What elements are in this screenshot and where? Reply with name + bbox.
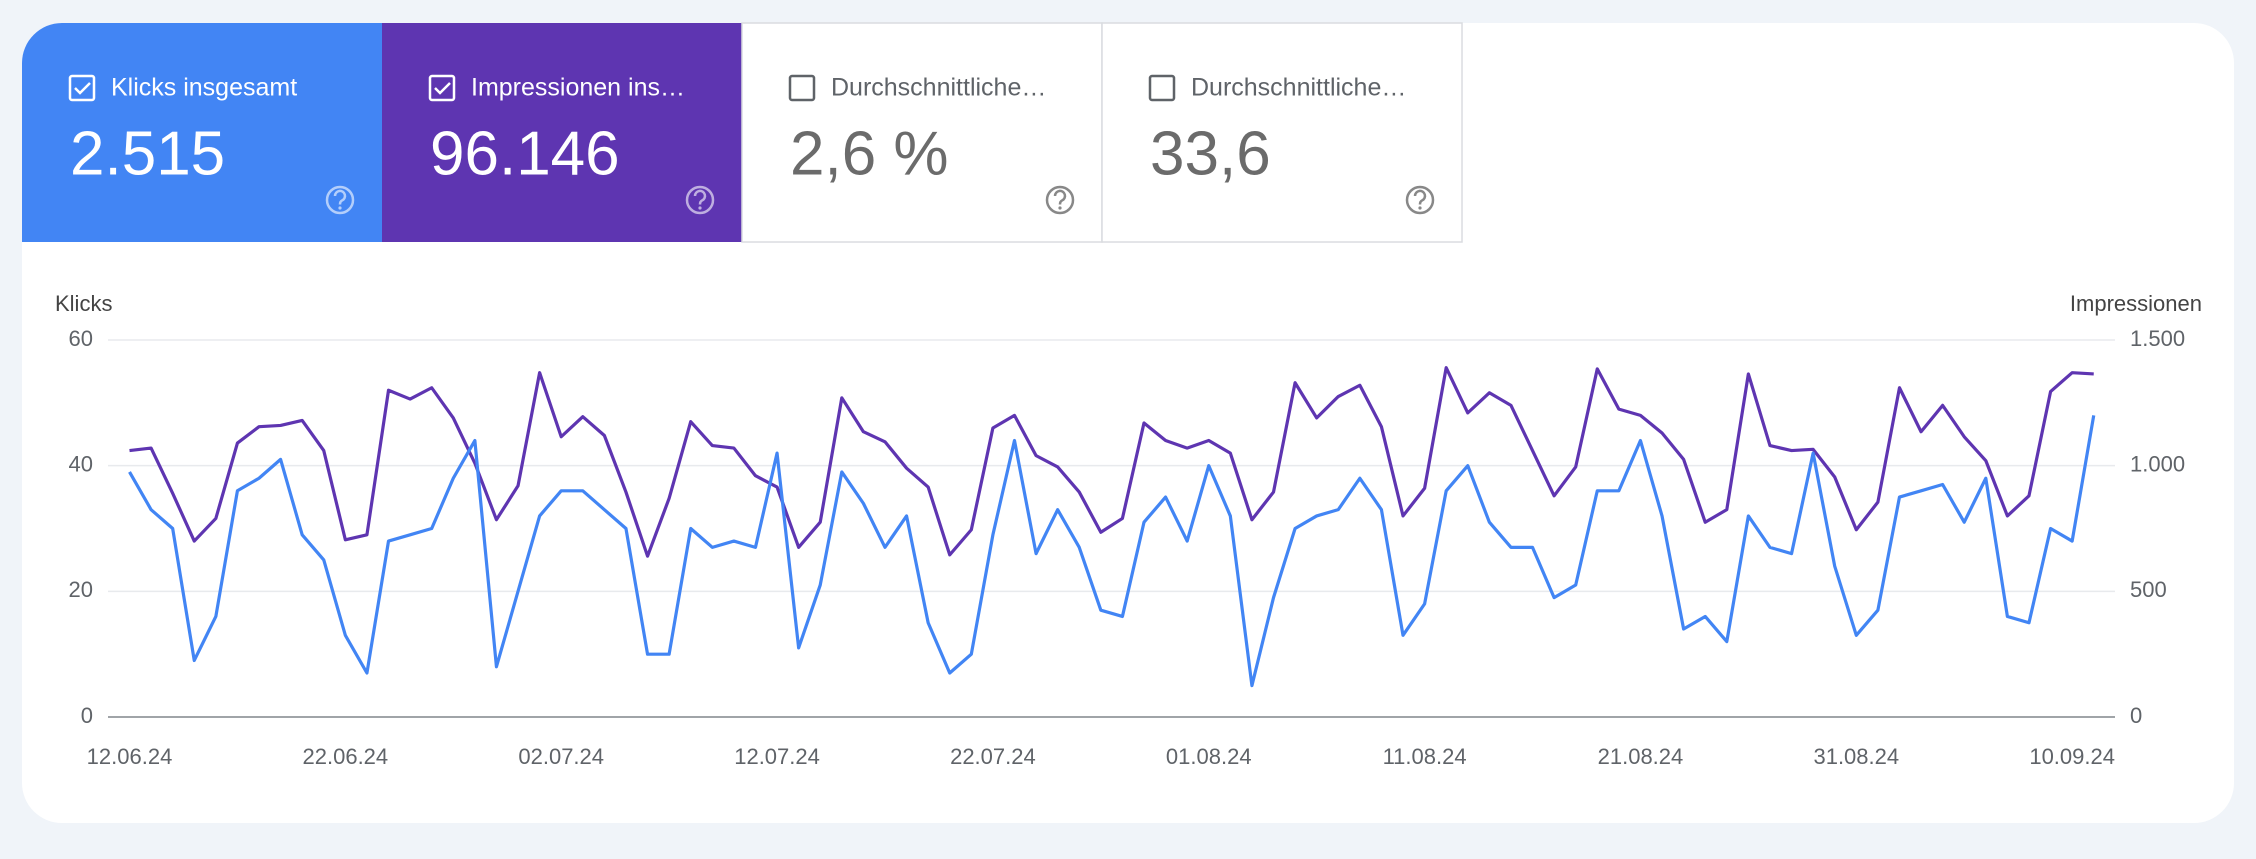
checkbox[interactable]	[68, 74, 96, 102]
chart: Klicks Impressionen 0 20 40 60 0 500 1.000 1.50…	[55, 291, 2202, 769]
help-icon-dot	[1418, 206, 1422, 210]
y2-axis-label: Impressionen	[2070, 291, 2202, 316]
help-icon-dot	[1058, 206, 1062, 210]
metric-card[interactable]: Impressionen ins… 96.146	[382, 23, 742, 242]
series-line	[128, 415, 2096, 688]
x-tick-label: 01.08.24	[1166, 744, 1252, 769]
y-tick-label: 0	[81, 703, 93, 728]
x-tick-label: 21.08.24	[1598, 744, 1684, 769]
checkbox[interactable]	[1148, 74, 1176, 102]
y-tick-label: 20	[69, 577, 93, 602]
y-axis-label: Klicks	[55, 291, 112, 316]
x-tick-label: 22.07.24	[950, 744, 1036, 769]
card-label: Durchschnittliche…	[1191, 74, 1406, 102]
checkmark	[434, 82, 451, 95]
help-icon-dot	[698, 206, 702, 210]
card-label: Klicks insgesamt	[111, 74, 297, 102]
y2-tick-label: 1.500	[2130, 326, 2185, 351]
help-icon-dot	[338, 206, 342, 210]
cards: Klicks insgesamt 2.515 Impressionen ins… 96…	[22, 22, 1463, 243]
metric-card[interactable]: Durchschnittliche… 2,6 %	[741, 22, 1103, 243]
metric-card[interactable]: Durchschnittliche… 33,6	[1101, 22, 1463, 243]
card-background	[382, 23, 742, 242]
help-icon[interactable]	[325, 185, 355, 215]
card-background	[22, 23, 382, 242]
card-value: 96.146	[430, 119, 620, 188]
card-value: 33,6	[1150, 119, 1271, 188]
card-value: 2,6 %	[790, 119, 949, 188]
help-icon[interactable]	[685, 185, 715, 215]
checkbox[interactable]	[788, 74, 816, 102]
y-tick-label: 40	[69, 451, 93, 476]
help-icon-glyph	[1413, 189, 1427, 205]
x-tick-label: 31.08.24	[1813, 744, 1899, 769]
metric-card[interactable]: Klicks insgesamt 2.515	[22, 23, 382, 242]
checkmark	[74, 82, 91, 95]
x-tick-label: 12.06.24	[87, 744, 173, 769]
card-background	[1101, 22, 1463, 243]
x-tick-label: 02.07.24	[518, 744, 604, 769]
y2-tick-label: 0	[2130, 703, 2142, 728]
help-icon[interactable]	[1405, 185, 1435, 215]
x-tick-label: 11.08.24	[1383, 744, 1467, 769]
x-tick-label: 10.09.24	[2029, 744, 2115, 769]
card-background	[741, 22, 1103, 243]
x-tick-label: 12.07.24	[734, 744, 820, 769]
y-tick-label: 60	[69, 326, 93, 351]
y2-tick-label: 1.000	[2130, 451, 2185, 476]
checkbox[interactable]	[428, 74, 456, 102]
help-icon[interactable]	[1045, 185, 1075, 215]
help-icon-glyph	[693, 189, 707, 205]
help-icon-glyph	[333, 189, 347, 205]
card-label: Impressionen ins…	[471, 74, 685, 102]
y2-tick-label: 500	[2130, 577, 2167, 602]
help-icon-glyph	[1053, 189, 1067, 205]
card-label: Durchschnittliche…	[831, 74, 1046, 102]
card-value: 2.515	[70, 119, 225, 188]
x-tick-label: 22.06.24	[303, 744, 389, 769]
series-line	[129, 366, 2094, 558]
